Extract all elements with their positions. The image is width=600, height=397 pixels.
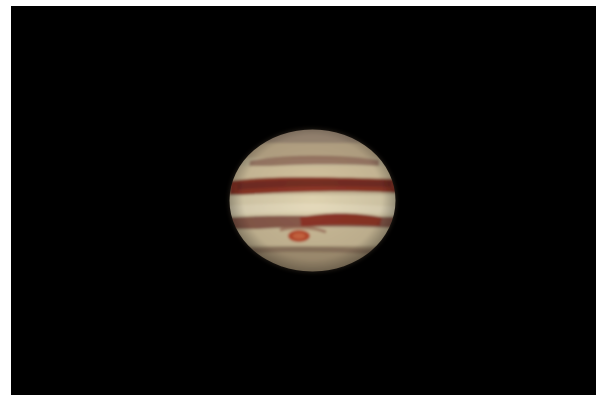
jupiter-cloud-bands — [229, 129, 396, 272]
night-sky-background — [11, 6, 596, 395]
jupiter-planet-icon — [228, 128, 397, 273]
jupiter-planet — [225, 123, 400, 278]
